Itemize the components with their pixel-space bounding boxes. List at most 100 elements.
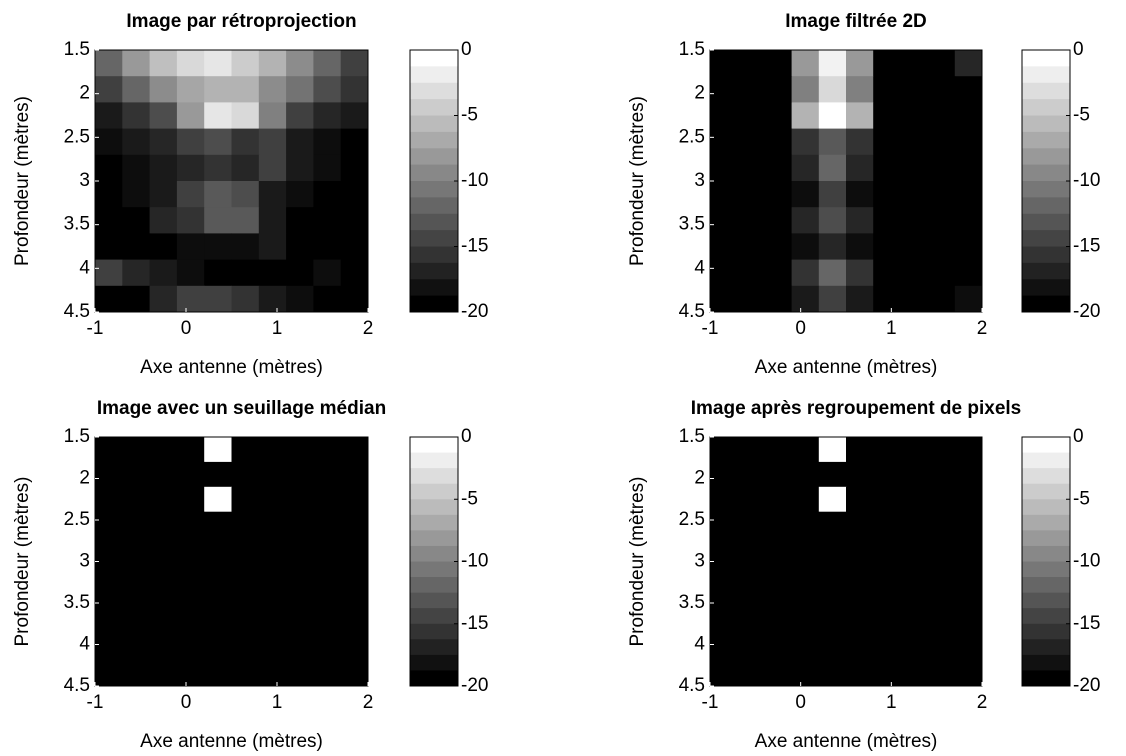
x-tick-label: 0 (181, 318, 192, 339)
heatmap-cell (873, 437, 901, 463)
heatmap-cell (927, 50, 956, 77)
colorbar-step (1022, 437, 1070, 454)
heatmap-cell (927, 207, 956, 234)
heatmap-cell (927, 636, 956, 662)
heatmap-cell (873, 461, 901, 488)
heatmap-cell (954, 461, 983, 488)
heatmap-cell (954, 128, 983, 156)
heatmap-cell (818, 461, 847, 488)
heatmap-cell (340, 511, 369, 538)
heatmap-cell (258, 76, 287, 103)
heatmap-cell (737, 233, 765, 261)
chart-title: Image par rétroprojection (126, 11, 356, 32)
heatmap-cell (927, 128, 956, 156)
heatmap-cell (313, 661, 342, 687)
heatmap-cell (954, 561, 983, 587)
heatmap-cell (954, 437, 983, 463)
heatmap-cell (149, 128, 178, 156)
heatmap-cell (204, 561, 232, 587)
heatmap-cell (846, 611, 874, 637)
colorbar-step (410, 468, 458, 485)
colorbar-tick-label: -20 (1073, 675, 1100, 696)
heatmap-cell (340, 636, 369, 662)
heatmap-cell (873, 285, 901, 313)
heatmap-cell (818, 207, 847, 234)
colorbar-step (410, 577, 458, 594)
heatmap-cell (95, 437, 123, 463)
heatmap-cell (900, 181, 929, 208)
heatmap-cell (737, 561, 765, 587)
heatmap-cell (737, 154, 765, 182)
heatmap-cell (900, 259, 929, 287)
colorbar-step (1022, 468, 1070, 485)
heatmap-cell (818, 511, 847, 538)
heatmap-cell (818, 486, 847, 513)
heatmap-cell (122, 561, 151, 587)
heatmap-cell (258, 128, 287, 156)
heatmap-cell (149, 154, 178, 182)
heatmap-cell (313, 207, 342, 234)
heatmap-cell (258, 611, 287, 637)
heatmap-cell (231, 76, 260, 103)
heatmap-cell (204, 128, 232, 156)
heatmap-cell (927, 461, 956, 488)
heatmap-cell (764, 102, 793, 130)
heatmap-cell (258, 154, 287, 182)
heatmap-cell (149, 181, 178, 208)
colorbar-tick-label: -20 (461, 301, 488, 322)
heatmap-cell (313, 181, 342, 208)
heatmap-cell (176, 561, 205, 587)
heatmap-cell (818, 437, 847, 463)
heatmap-cell (176, 181, 205, 208)
heatmap-cell (791, 102, 820, 130)
colorbar-step (1022, 148, 1070, 166)
chart-title: Image après regroupement de pixels (691, 398, 1022, 419)
colorbar-step (1022, 181, 1070, 198)
heatmap-cell (313, 437, 342, 463)
chart-title: Image filtrée 2D (785, 11, 927, 32)
heatmap-cell (846, 437, 874, 463)
colorbar-step (1022, 213, 1070, 231)
heatmap-cell (231, 437, 260, 463)
heatmap-cell (900, 285, 929, 313)
heatmap-cell (791, 561, 820, 587)
heatmap-cell (764, 50, 793, 77)
heatmap-cell (900, 536, 929, 562)
heatmap-cell (737, 486, 765, 513)
heatmap-cell (340, 285, 369, 313)
colorbar-tick-label: -20 (461, 675, 488, 696)
heatmap-cell (927, 661, 956, 687)
colorbar-tick-label: -5 (461, 488, 478, 509)
y-tick-label: 4.5 (679, 675, 705, 696)
x-tick-label: -1 (702, 692, 719, 713)
heatmap-cell (313, 511, 342, 538)
heatmap-cell (791, 536, 820, 562)
colorbar-step (1022, 514, 1070, 531)
heatmap-cell (204, 285, 232, 313)
colorbar-step (1022, 561, 1070, 578)
heatmap-cell (846, 76, 874, 103)
heatmap-cell (95, 486, 123, 513)
heatmap-cell (313, 285, 342, 313)
colorbar-step (1022, 115, 1070, 133)
heatmap-cell (122, 76, 151, 103)
heatmap-cell (764, 586, 793, 612)
heatmap-cell (204, 50, 232, 77)
y-tick-label: 2.5 (679, 509, 705, 530)
heatmap-cell (737, 207, 765, 234)
heatmap-cell (231, 154, 260, 182)
y-axis-label: Profondeur (mètres) (12, 96, 33, 266)
heatmap-cell (313, 461, 342, 488)
heatmap-cell (258, 285, 287, 313)
heatmap-cell (791, 50, 820, 77)
heatmap-cell (954, 611, 983, 637)
colorbar-step (410, 295, 458, 313)
colorbar-tick-label: 0 (1073, 39, 1084, 60)
colorbar-step (410, 82, 458, 100)
y-tick-label: 4.5 (679, 301, 705, 322)
heatmap-cell (204, 486, 232, 513)
heatmap-cell (954, 181, 983, 208)
heatmap-cell (954, 511, 983, 538)
colorbar-tick-label: -5 (1073, 105, 1090, 126)
x-tick-label: 2 (977, 692, 988, 713)
